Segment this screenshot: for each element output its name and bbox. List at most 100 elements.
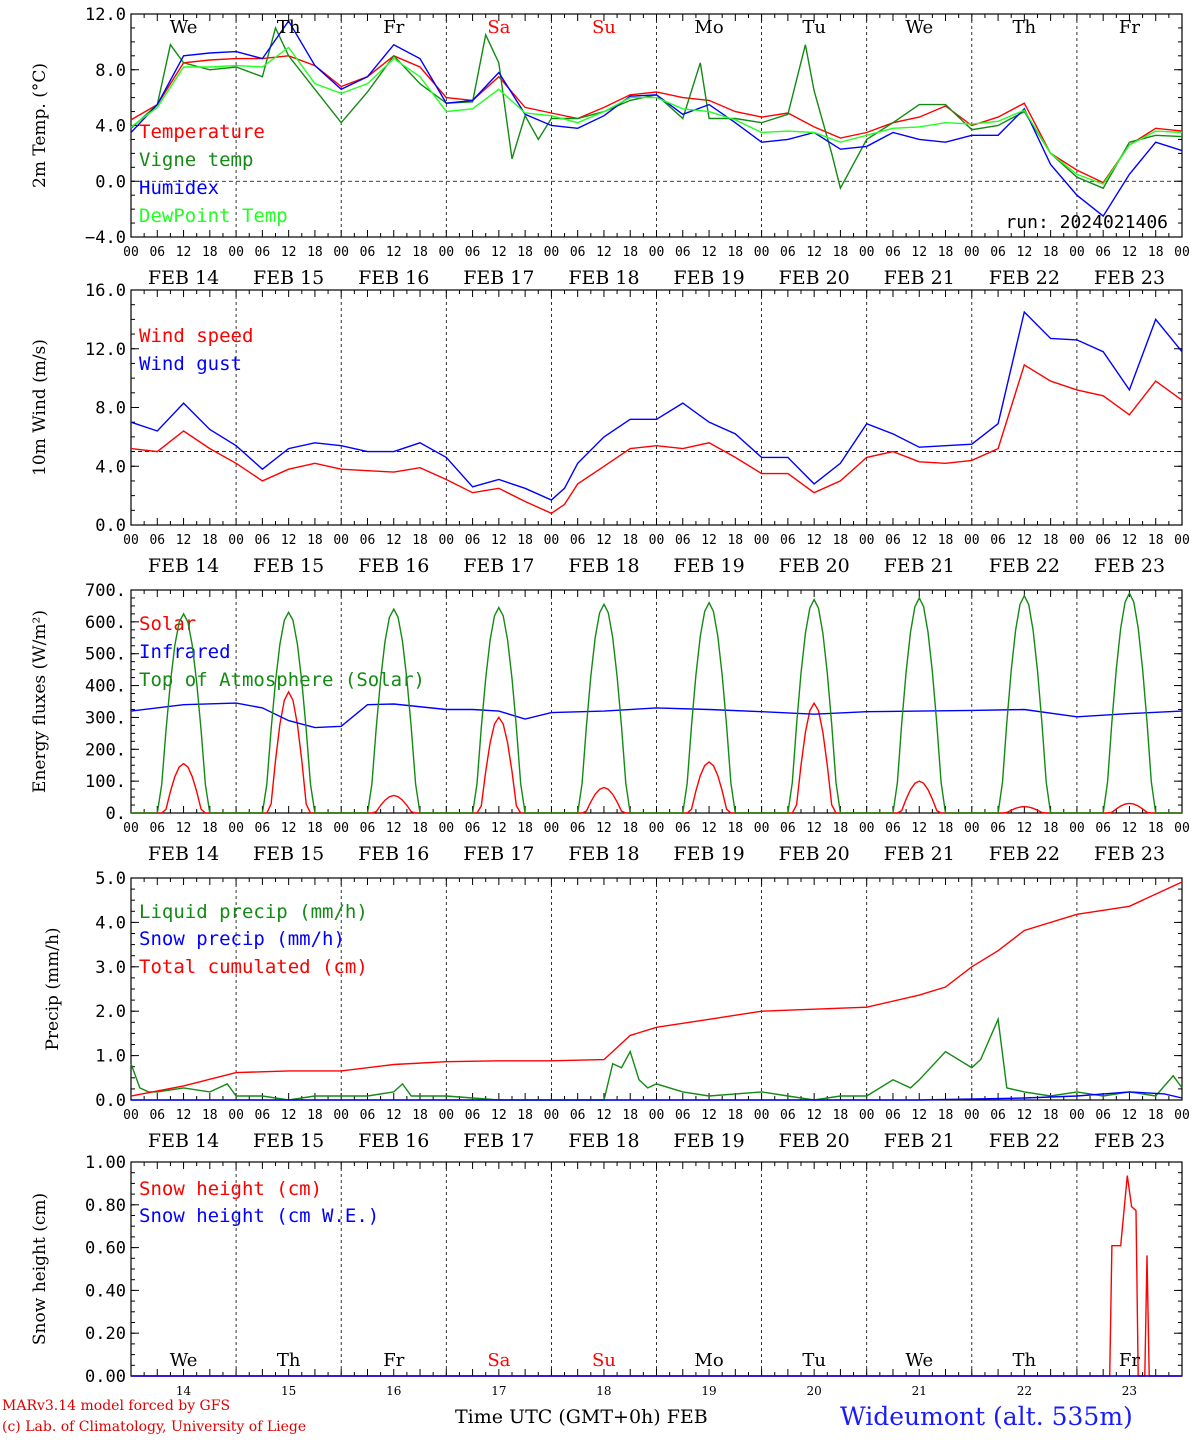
date-label: FEB 15 bbox=[253, 267, 324, 289]
legend-entry: Temperature bbox=[139, 121, 265, 143]
day-number-label: 20 bbox=[807, 1384, 822, 1398]
hour-tick-label: 06 bbox=[780, 821, 796, 836]
y-tick-label: 400. bbox=[85, 677, 126, 697]
hour-tick-label: 06 bbox=[149, 1108, 165, 1123]
y-tick-label: 4.0 bbox=[95, 117, 126, 137]
weekday-label: Mo bbox=[694, 17, 723, 38]
y-tick-label: 8.0 bbox=[95, 61, 126, 81]
hour-tick-label: 12 bbox=[1017, 821, 1033, 836]
hour-tick-label: 00 bbox=[438, 245, 454, 260]
day-number-label: 18 bbox=[596, 1384, 611, 1398]
date-label: FEB 19 bbox=[673, 1130, 744, 1152]
lab-credit: (c) Lab. of Climatology, University of L… bbox=[2, 1419, 307, 1435]
y-tick-label: 500. bbox=[85, 645, 126, 665]
hour-tick-label: 06 bbox=[570, 533, 586, 548]
hour-tick-label: 18 bbox=[833, 245, 849, 260]
date-label: FEB 23 bbox=[1094, 1130, 1165, 1152]
legend-entry: Snow height (cm) bbox=[139, 1178, 322, 1200]
hour-tick-label: 06 bbox=[149, 533, 165, 548]
date-label: FEB 23 bbox=[1094, 267, 1165, 289]
hour-tick-label: 06 bbox=[675, 1108, 691, 1123]
series-line-wind-speed bbox=[130, 363, 1183, 515]
legend-entry: Infrared bbox=[139, 641, 231, 663]
legend-entry: Humidex bbox=[139, 177, 219, 199]
date-label: FEB 20 bbox=[779, 1130, 850, 1152]
hour-tick-label: 18 bbox=[202, 821, 218, 836]
day-number-label: 14 bbox=[176, 1384, 192, 1398]
hour-tick-label: 06 bbox=[465, 1108, 481, 1123]
y-axis-title: Snow height (cm) bbox=[30, 1193, 50, 1345]
panel-1: −4.0 0.0 4.0 8.0 12.0 2m Temp. (°C) Temperatur… bbox=[30, 5, 1190, 289]
hour-tick-label: 12 bbox=[806, 821, 822, 836]
hour-tick-label: 00 bbox=[123, 1108, 139, 1123]
hour-tick-label: 06 bbox=[360, 245, 376, 260]
series-line-wind-gust bbox=[130, 310, 1183, 501]
hour-tick-label: 12 bbox=[491, 533, 507, 548]
hour-tick-label: 00 bbox=[859, 533, 875, 548]
hour-tick-label: 00 bbox=[123, 245, 139, 260]
y-tick-label: 0.00 bbox=[85, 1367, 126, 1387]
date-label: FEB 21 bbox=[884, 555, 955, 577]
hour-tick-label: 18 bbox=[622, 245, 638, 260]
series-line-infrared bbox=[130, 702, 1183, 729]
series-line-temperature bbox=[130, 54, 1183, 184]
hour-tick-label: 18 bbox=[938, 245, 954, 260]
date-label: FEB 15 bbox=[253, 555, 324, 577]
date-label: FEB 15 bbox=[253, 843, 324, 865]
y-tick-label: 5.0 bbox=[95, 869, 126, 889]
hour-tick-label: 12 bbox=[1017, 245, 1033, 260]
date-label: FEB 17 bbox=[463, 267, 534, 289]
hour-tick-label: 00 bbox=[228, 1108, 244, 1123]
hour-tick-label: 06 bbox=[780, 533, 796, 548]
hour-tick-label: 06 bbox=[1095, 821, 1111, 836]
y-axis-title: Energy fluxes (W/m²) bbox=[30, 610, 50, 793]
hour-tick-label: 12 bbox=[806, 533, 822, 548]
date-label: FEB 22 bbox=[989, 267, 1060, 289]
hour-tick-label: 18 bbox=[1043, 533, 1059, 548]
series-line-top-of-atmosphere-solar- bbox=[131, 591, 1182, 814]
date-label: FEB 20 bbox=[779, 267, 850, 289]
y-tick-label: 0. bbox=[106, 804, 126, 824]
panel-5: 0.00 0.20 0.40 0.60 0.80 1.00 Snow height (cm)… bbox=[30, 1153, 1183, 1398]
hour-tick-label: 12 bbox=[281, 1108, 297, 1123]
y-tick-label: 100. bbox=[85, 772, 126, 792]
y-tick-label: 0.0 bbox=[95, 1091, 126, 1111]
meteogram: −4.0 0.0 4.0 8.0 12.0 2m Temp. (°C) Temperatur… bbox=[30, 5, 1190, 1398]
hour-tick-label: 00 bbox=[1174, 533, 1190, 548]
date-label: FEB 21 bbox=[884, 1130, 955, 1152]
hour-tick-label: 06 bbox=[885, 821, 901, 836]
date-label: FEB 20 bbox=[779, 843, 850, 865]
hour-tick-label: 12 bbox=[491, 245, 507, 260]
hour-tick-label: 06 bbox=[570, 1108, 586, 1123]
weekday-label: Tu bbox=[802, 1350, 826, 1371]
y-tick-label: 8.0 bbox=[95, 399, 126, 419]
hour-tick-label: 06 bbox=[885, 533, 901, 548]
hour-tick-label: 06 bbox=[990, 1108, 1006, 1123]
hour-tick-label: 12 bbox=[1017, 1108, 1033, 1123]
date-label: FEB 15 bbox=[253, 1130, 324, 1152]
hour-tick-label: 06 bbox=[1095, 1108, 1111, 1123]
legend-entry: Vigne temp bbox=[139, 149, 253, 171]
y-axis-title: 10m Wind (m/s) bbox=[30, 339, 50, 476]
hour-tick-label: 00 bbox=[964, 245, 980, 260]
hour-tick-label: 00 bbox=[333, 1108, 349, 1123]
y-tick-label: 3.0 bbox=[95, 958, 126, 978]
hour-tick-label: 00 bbox=[333, 821, 349, 836]
date-label: FEB 21 bbox=[884, 843, 955, 865]
hour-tick-label: 06 bbox=[149, 245, 165, 260]
hour-tick-label: 06 bbox=[360, 533, 376, 548]
hour-tick-label: 12 bbox=[176, 821, 192, 836]
hour-tick-label: 06 bbox=[360, 821, 376, 836]
y-tick-label: 0.0 bbox=[95, 172, 126, 192]
hour-tick-label: 12 bbox=[386, 245, 402, 260]
hour-tick-label: 12 bbox=[911, 245, 927, 260]
y-tick-label: 700. bbox=[85, 581, 126, 601]
hour-tick-label: 00 bbox=[333, 245, 349, 260]
hour-tick-label: 18 bbox=[412, 533, 428, 548]
hour-tick-label: 12 bbox=[806, 245, 822, 260]
hour-tick-label: 12 bbox=[281, 821, 297, 836]
weekday-label: Tu bbox=[802, 17, 826, 38]
hour-tick-label: 06 bbox=[255, 1108, 271, 1123]
hour-tick-label: 18 bbox=[412, 821, 428, 836]
month-label: FEB bbox=[666, 1406, 708, 1428]
